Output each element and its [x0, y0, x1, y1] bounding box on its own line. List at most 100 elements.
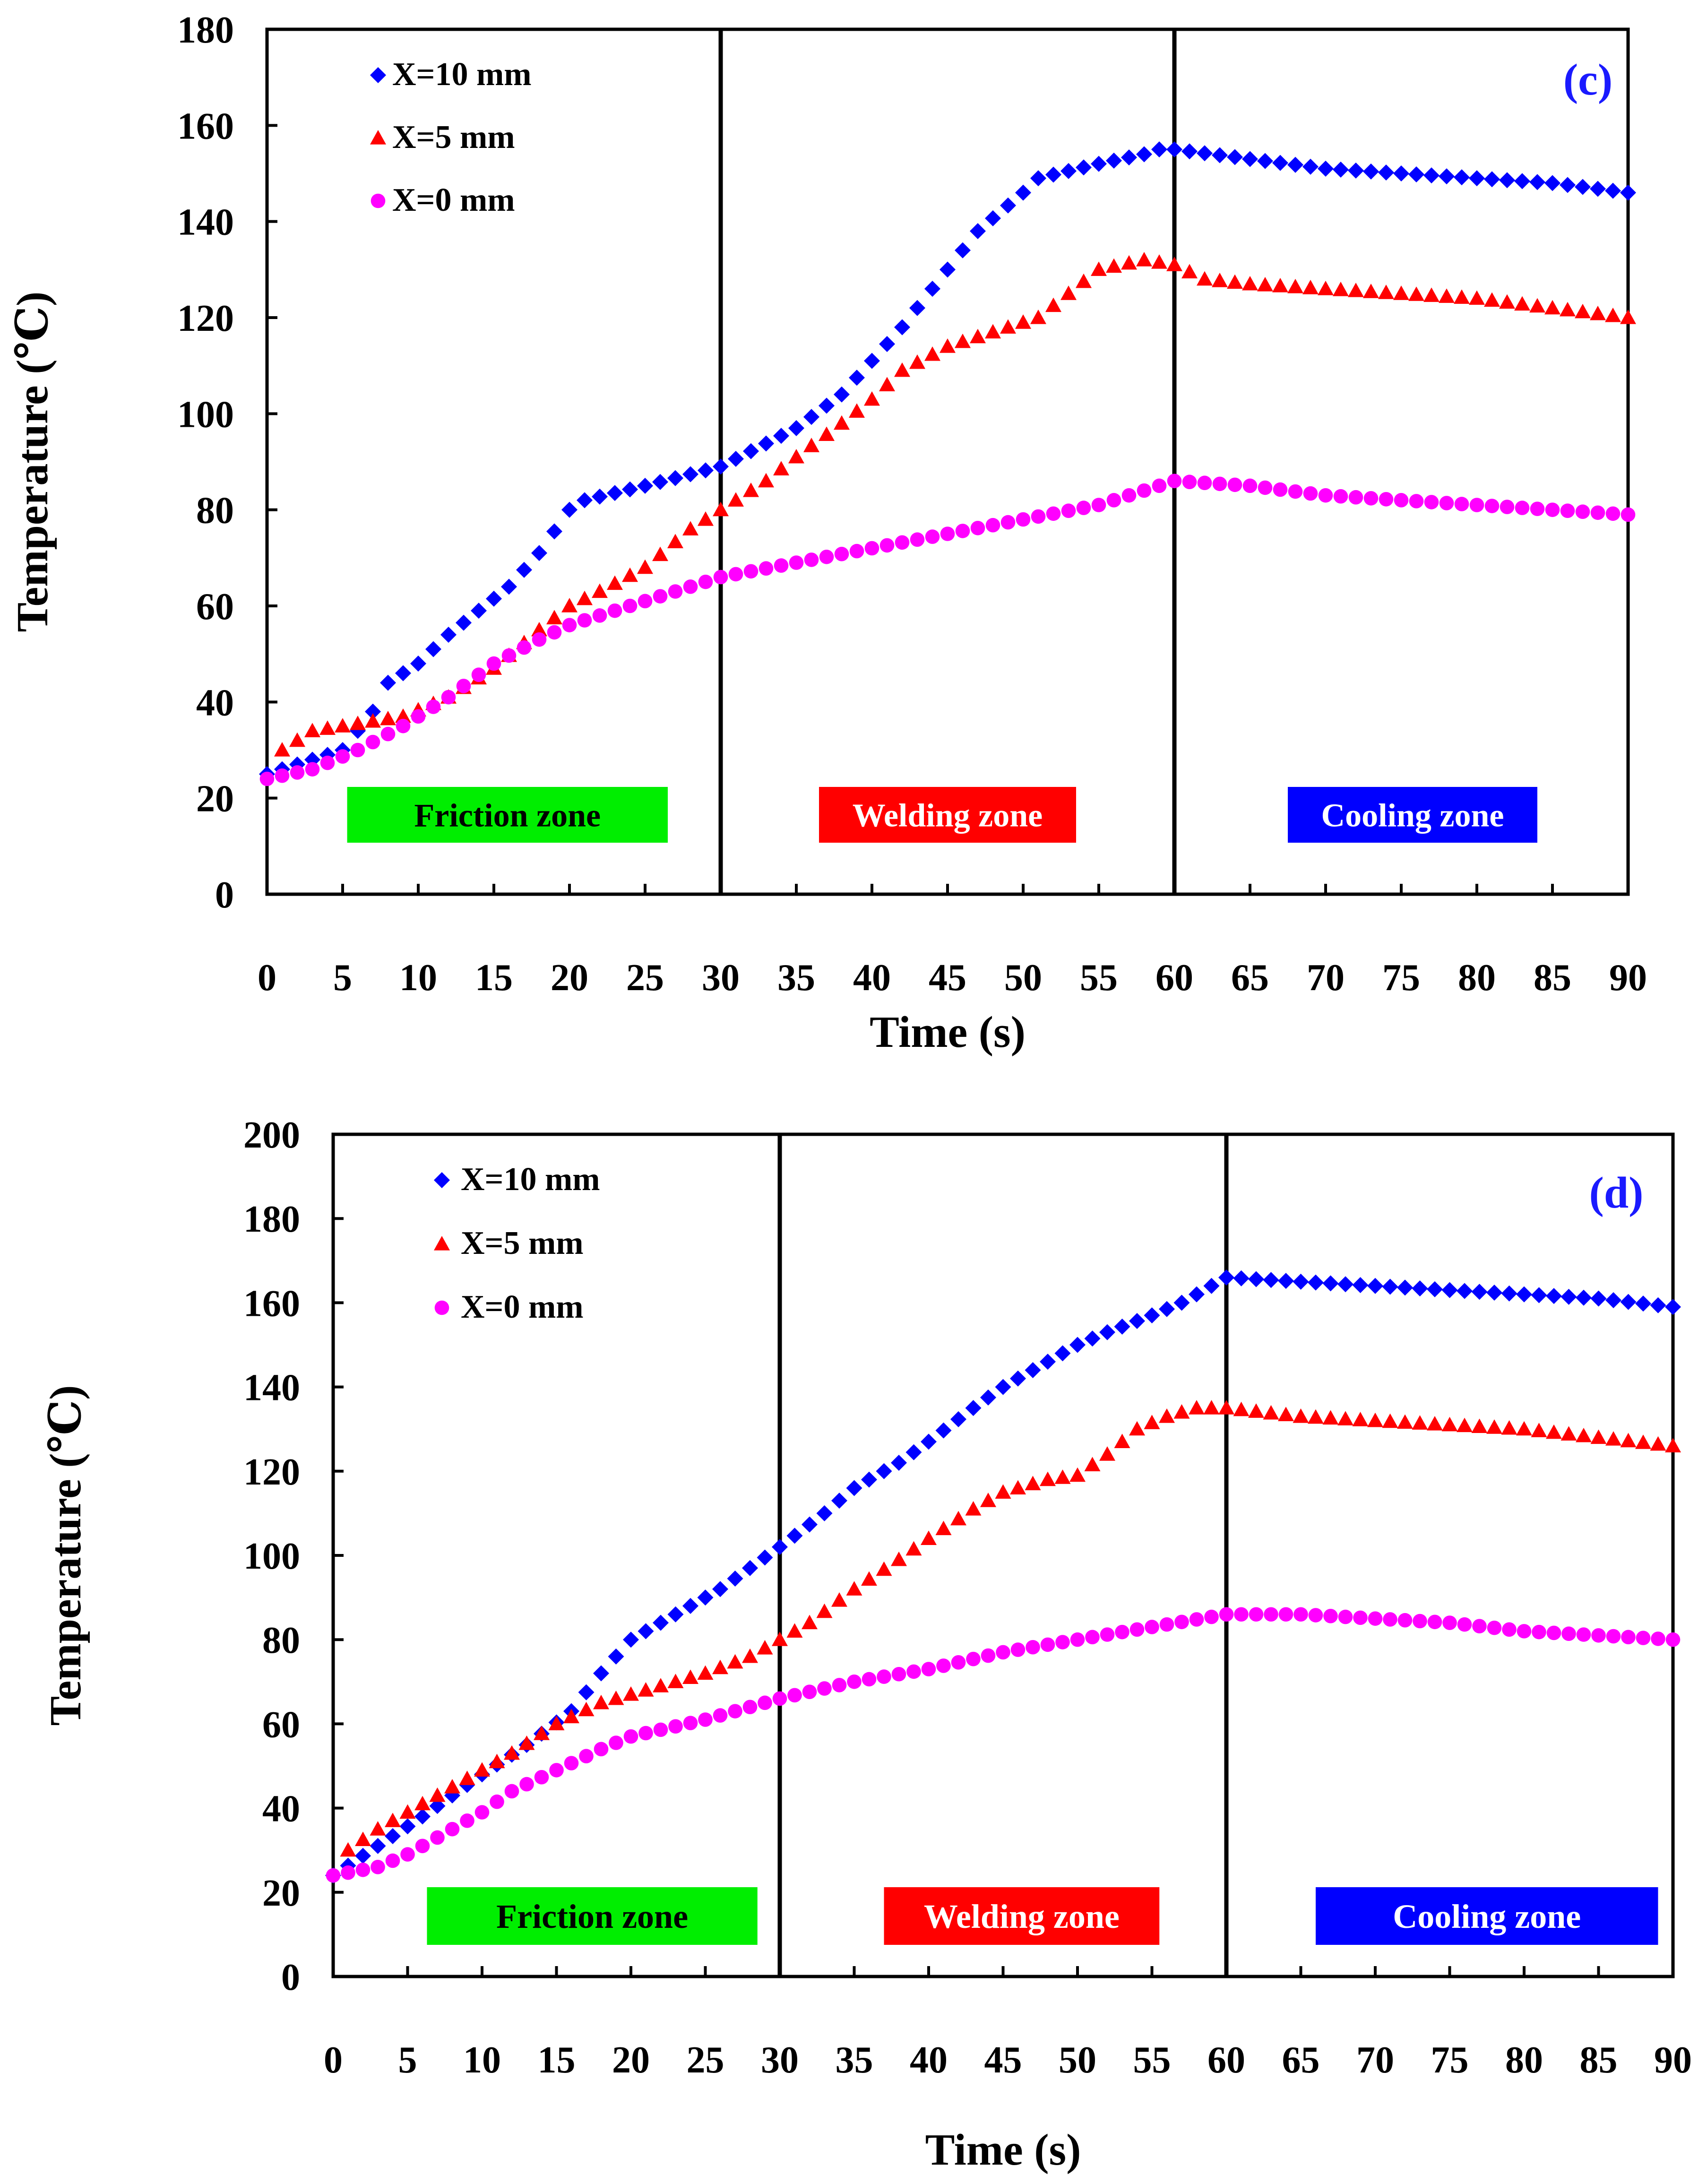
data-point — [1040, 1354, 1056, 1370]
x-tick-label: 70 — [1356, 2039, 1394, 2081]
data-point — [1166, 141, 1182, 158]
data-point — [1181, 264, 1198, 279]
x-tick-label: 15 — [475, 957, 513, 999]
x-tick-label: 5 — [398, 2039, 417, 2081]
data-point — [489, 1753, 505, 1769]
data-point — [1408, 286, 1424, 301]
data-point — [622, 567, 638, 582]
legend-label: X=0 mm — [392, 182, 515, 218]
y-tick-label: 140 — [177, 202, 234, 243]
data-point — [456, 614, 472, 631]
data-point — [743, 443, 759, 459]
data-point — [1030, 310, 1046, 324]
data-point — [548, 1716, 565, 1730]
x-tick-label: 85 — [1534, 957, 1571, 999]
data-point — [1189, 1400, 1205, 1415]
y-tick-label: 140 — [243, 1367, 300, 1409]
data-point — [935, 1422, 952, 1439]
data-point — [1227, 477, 1242, 492]
data-point — [712, 1581, 728, 1597]
data-point — [623, 1729, 638, 1744]
data-point — [1393, 165, 1409, 181]
data-point — [380, 674, 396, 691]
data-point — [577, 613, 592, 628]
data-point — [698, 511, 714, 526]
data-point — [1499, 172, 1515, 189]
series-x-5-mm — [340, 1400, 1681, 1857]
x-tick-label: 80 — [1458, 957, 1496, 999]
data-point — [1650, 1436, 1666, 1451]
data-point — [1531, 1287, 1547, 1303]
data-point — [921, 1662, 936, 1676]
data-point — [950, 1411, 966, 1427]
data-point — [335, 718, 351, 733]
data-point — [787, 1688, 802, 1703]
data-point — [562, 618, 577, 632]
data-point — [1197, 475, 1212, 491]
data-point — [429, 1798, 446, 1814]
data-point — [1620, 1433, 1637, 1448]
x-tick-label: 10 — [399, 957, 437, 999]
y-tick-label: 180 — [177, 9, 234, 51]
data-point — [1454, 497, 1469, 511]
data-point — [1288, 484, 1303, 499]
data-point — [516, 561, 532, 578]
data-point — [1242, 151, 1258, 167]
y-tick-label: 180 — [243, 1199, 300, 1240]
data-point — [786, 1623, 803, 1638]
data-point — [578, 1701, 595, 1717]
data-point — [385, 1853, 400, 1868]
data-point — [652, 546, 668, 561]
chart-panel-c: 0 20 40 60 80 100 120 140 160 180 0 5 10 15 20 25 30 35 40… — [8, 9, 1647, 1057]
x-tick-label: 20 — [551, 957, 588, 999]
data-point — [1099, 1324, 1115, 1340]
data-point — [1264, 1607, 1278, 1622]
zone-badge-cooling — [1288, 787, 1537, 843]
zone-label: Cooling zone — [1393, 1898, 1581, 1935]
zone-label: Friction zone — [496, 1898, 688, 1935]
data-point — [1454, 289, 1470, 304]
data-point — [1293, 1607, 1308, 1622]
data-point — [1046, 506, 1061, 521]
data-point — [1272, 277, 1288, 293]
data-point — [864, 353, 880, 369]
data-point — [504, 1784, 519, 1799]
data-point — [1394, 493, 1409, 508]
data-point — [891, 1551, 907, 1566]
plot-area-frame — [265, 27, 1630, 896]
data-point — [547, 625, 562, 640]
data-point — [1378, 164, 1394, 181]
data-point — [593, 1665, 609, 1682]
x-tick-label: 45 — [984, 2039, 1022, 2081]
data-point — [1605, 307, 1621, 322]
data-point — [743, 564, 759, 579]
data-point — [876, 1561, 892, 1576]
x-tick-label: 25 — [626, 957, 664, 999]
data-point — [816, 1603, 833, 1618]
data-point — [1352, 1412, 1369, 1426]
data-point — [698, 462, 714, 479]
data-point — [519, 1777, 534, 1792]
data-point — [445, 1821, 460, 1837]
data-point — [1212, 147, 1228, 164]
y-tick-label: 100 — [177, 394, 234, 435]
zone-label: Cooling zone — [1321, 798, 1504, 834]
data-point — [1348, 490, 1363, 505]
data-point — [1352, 1277, 1369, 1293]
data-point — [1412, 1415, 1428, 1430]
data-point — [1516, 1286, 1532, 1303]
data-point — [909, 300, 925, 316]
data-point — [1469, 170, 1485, 187]
data-point — [1189, 1286, 1205, 1303]
data-point — [1454, 169, 1470, 186]
data-point — [1129, 1313, 1145, 1329]
data-point — [1635, 1434, 1651, 1449]
data-point — [1026, 1640, 1040, 1655]
data-point — [682, 466, 698, 483]
data-point — [1484, 499, 1500, 513]
data-point — [1322, 1410, 1339, 1425]
data-point — [326, 1868, 341, 1883]
data-point — [1471, 1418, 1488, 1433]
data-point — [518, 1735, 535, 1750]
data-point — [819, 550, 834, 564]
